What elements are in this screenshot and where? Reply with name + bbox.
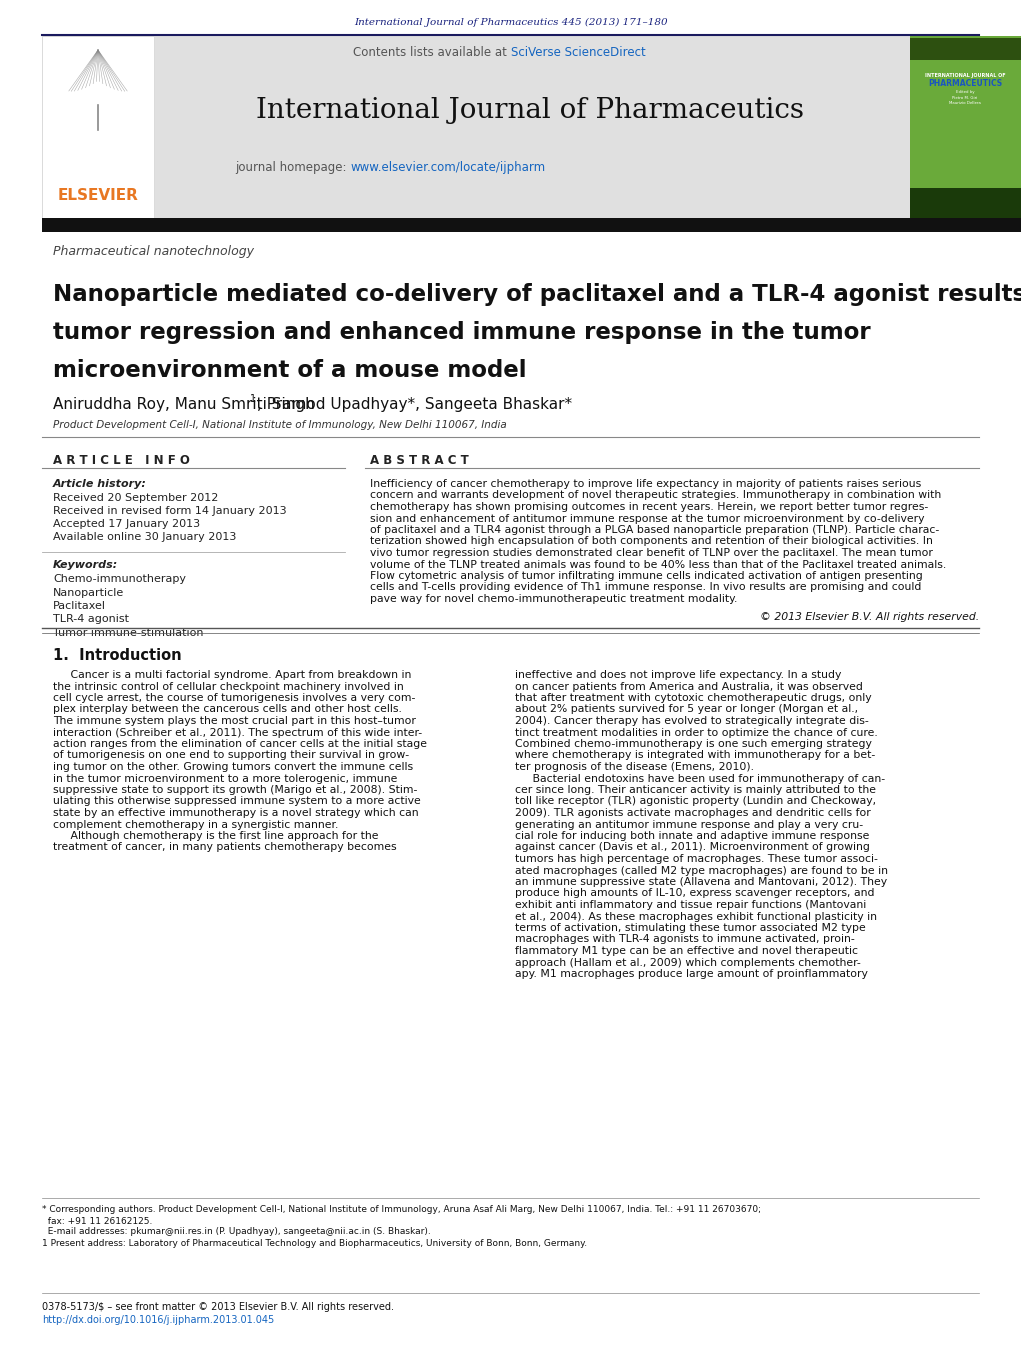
Text: macrophages with TLR-4 agonists to immune activated, proin-: macrophages with TLR-4 agonists to immun… xyxy=(515,935,855,944)
Text: Tumor immune-stimulation: Tumor immune-stimulation xyxy=(53,628,203,638)
Text: www.elsevier.com/locate/ijpharm: www.elsevier.com/locate/ijpharm xyxy=(350,162,545,174)
Text: cial role for inducing both innate and adaptive immune response: cial role for inducing both innate and a… xyxy=(515,831,869,842)
Text: tinct treatment modalities in order to optimize the chance of cure.: tinct treatment modalities in order to o… xyxy=(515,727,878,738)
Text: on cancer patients from America and Australia, it was observed: on cancer patients from America and Aust… xyxy=(515,681,863,692)
Text: et al., 2004). As these macrophages exhibit functional plasticity in: et al., 2004). As these macrophages exhi… xyxy=(515,912,877,921)
Bar xyxy=(910,38,1021,59)
Text: suppressive state to support its growth (Marigo et al., 2008). Stim-: suppressive state to support its growth … xyxy=(53,785,418,794)
Text: about 2% patients survived for 5 year or longer (Morgan et al.,: about 2% patients survived for 5 year or… xyxy=(515,704,858,715)
Text: that after treatment with cytotoxic chemotherapeutic drugs, only: that after treatment with cytotoxic chem… xyxy=(515,693,872,703)
Text: Flow cytometric analysis of tumor infiltrating immune cells indicated activation: Flow cytometric analysis of tumor infilt… xyxy=(370,571,923,581)
Text: A B S T R A C T: A B S T R A C T xyxy=(370,454,469,466)
Text: 1 Present address: Laboratory of Pharmaceutical Technology and Biopharmaceutics,: 1 Present address: Laboratory of Pharmac… xyxy=(42,1239,587,1247)
Text: cells and T-cells providing evidence of Th1 immune response. In vivo results are: cells and T-cells providing evidence of … xyxy=(370,582,921,593)
Text: A R T I C L E   I N F O: A R T I C L E I N F O xyxy=(53,454,190,466)
Text: tumor regression and enhanced immune response in the tumor: tumor regression and enhanced immune res… xyxy=(53,322,871,345)
Text: journal homepage:: journal homepage: xyxy=(235,162,350,174)
Text: 0378-5173/$ – see front matter © 2013 Elsevier B.V. All rights reserved.: 0378-5173/$ – see front matter © 2013 El… xyxy=(42,1302,394,1312)
Text: state by an effective immunotherapy is a novel strategy which can: state by an effective immunotherapy is a… xyxy=(53,808,419,817)
Text: Product Development Cell-I, National Institute of Immunology, New Delhi 110067, : Product Development Cell-I, National Ins… xyxy=(53,420,506,430)
Text: apy. M1 macrophages produce large amount of proinflammatory: apy. M1 macrophages produce large amount… xyxy=(515,969,868,979)
Text: PHARMACEUTICS: PHARMACEUTICS xyxy=(928,80,1002,89)
Text: ated macrophages (called M2 type macrophages) are found to be in: ated macrophages (called M2 type macroph… xyxy=(515,866,888,875)
Text: 1.  Introduction: 1. Introduction xyxy=(53,647,182,662)
Text: toll like receptor (TLR) agonistic property (Lundin and Checkoway,: toll like receptor (TLR) agonistic prope… xyxy=(515,797,876,807)
Text: International Journal of Pharmaceutics: International Journal of Pharmaceutics xyxy=(256,96,804,123)
Text: SciVerse ScienceDirect: SciVerse ScienceDirect xyxy=(510,46,645,58)
Text: http://dx.doi.org/10.1016/j.ijpharm.2013.01.045: http://dx.doi.org/10.1016/j.ijpharm.2013… xyxy=(42,1315,275,1325)
Text: complement chemotherapy in a synergistic manner.: complement chemotherapy in a synergistic… xyxy=(53,820,338,830)
Bar xyxy=(42,218,1021,232)
Text: terization showed high encapsulation of both components and retention of their b: terization showed high encapsulation of … xyxy=(370,536,933,547)
Text: 2004). Cancer therapy has evolved to strategically integrate dis-: 2004). Cancer therapy has evolved to str… xyxy=(515,716,869,725)
Text: cell cycle arrest, the course of tumorigenesis involves a very com-: cell cycle arrest, the course of tumorig… xyxy=(53,693,416,703)
Text: Inefficiency of cancer chemotherapy to improve life expectancy in majority of pa: Inefficiency of cancer chemotherapy to i… xyxy=(370,480,921,489)
Text: Nanoparticle mediated co-delivery of paclitaxel and a TLR-4 agonist results in: Nanoparticle mediated co-delivery of pac… xyxy=(53,282,1021,305)
Text: vivo tumor regression studies demonstrated clear benefit of TLNP over the paclit: vivo tumor regression studies demonstrat… xyxy=(370,549,933,558)
Text: sion and enhancement of antitumor immune response at the tumor microenvironment : sion and enhancement of antitumor immune… xyxy=(370,513,924,523)
Text: , Pramod Upadhyay*, Sangeeta Bhaskar*: , Pramod Upadhyay*, Sangeeta Bhaskar* xyxy=(257,397,572,412)
Text: terms of activation, stimulating these tumor associated M2 type: terms of activation, stimulating these t… xyxy=(515,923,866,934)
Text: Aniruddha Roy, Manu Smriti Singh: Aniruddha Roy, Manu Smriti Singh xyxy=(53,397,314,412)
Text: microenvironment of a mouse model: microenvironment of a mouse model xyxy=(53,359,527,382)
Text: treatment of cancer, in many patients chemotherapy becomes: treatment of cancer, in many patients ch… xyxy=(53,843,396,852)
Text: Received 20 September 2012: Received 20 September 2012 xyxy=(53,493,218,503)
Text: generating an antitumor immune response and play a very cru-: generating an antitumor immune response … xyxy=(515,820,863,830)
Text: volume of the TLNP treated animals was found to be 40% less than that of the Pac: volume of the TLNP treated animals was f… xyxy=(370,559,946,570)
Text: the intrinsic control of cellular checkpoint machinery involved in: the intrinsic control of cellular checkp… xyxy=(53,681,403,692)
Text: in the tumor microenvironment to a more tolerogenic, immune: in the tumor microenvironment to a more … xyxy=(53,774,397,784)
Text: ELSEVIER: ELSEVIER xyxy=(57,188,139,203)
Text: concern and warrants development of novel therapeutic strategies. Immunotherapy : concern and warrants development of nove… xyxy=(370,490,941,500)
Text: cer since long. Their anticancer activity is mainly attributed to the: cer since long. Their anticancer activit… xyxy=(515,785,876,794)
Text: ulating this otherwise suppressed immune system to a more active: ulating this otherwise suppressed immune… xyxy=(53,797,421,807)
Text: ter prognosis of the disease (Emens, 2010).: ter prognosis of the disease (Emens, 201… xyxy=(515,762,753,771)
Text: Pharmaceutical nanotechnology: Pharmaceutical nanotechnology xyxy=(53,246,254,258)
Text: E-mail addresses: pkumar@nii.res.in (P. Upadhyay), sangeeta@nii.ac.in (S. Bhaska: E-mail addresses: pkumar@nii.res.in (P. … xyxy=(42,1228,431,1236)
Text: 2009). TLR agonists activate macrophages and dendritic cells for: 2009). TLR agonists activate macrophages… xyxy=(515,808,871,817)
Bar xyxy=(910,188,1021,218)
Bar xyxy=(155,36,910,218)
Text: Received in revised form 14 January 2013: Received in revised form 14 January 2013 xyxy=(53,507,287,516)
Text: The immune system plays the most crucial part in this host–tumor: The immune system plays the most crucial… xyxy=(53,716,416,725)
Text: Accepted 17 January 2013: Accepted 17 January 2013 xyxy=(53,519,200,530)
Text: of paclitaxel and a TLR4 agonist through a PLGA based nanoparticle preparation (: of paclitaxel and a TLR4 agonist through… xyxy=(370,526,939,535)
Text: of tumorigenesis on one end to supporting their survival in grow-: of tumorigenesis on one end to supportin… xyxy=(53,751,409,761)
Text: Edited by
Pietro M. Giri
Maurizio Dellera: Edited by Pietro M. Giri Maurizio Deller… xyxy=(950,91,981,105)
Bar xyxy=(42,36,154,218)
Text: 1: 1 xyxy=(250,394,256,404)
Text: plex interplay between the cancerous cells and other host cells.: plex interplay between the cancerous cel… xyxy=(53,704,402,715)
Text: Chemo-immunotherapy: Chemo-immunotherapy xyxy=(53,574,186,584)
Text: Article history:: Article history: xyxy=(53,480,147,489)
Text: an immune suppressive state (Allavena and Mantovani, 2012). They: an immune suppressive state (Allavena an… xyxy=(515,877,887,888)
Text: against cancer (Davis et al., 2011). Microenvironment of growing: against cancer (Davis et al., 2011). Mic… xyxy=(515,843,870,852)
Text: © 2013 Elsevier B.V. All rights reserved.: © 2013 Elsevier B.V. All rights reserved… xyxy=(760,612,979,621)
Text: * Corresponding authors. Product Development Cell-I, National Institute of Immun: * Corresponding authors. Product Develop… xyxy=(42,1205,761,1215)
Text: ineffective and does not improve life expectancy. In a study: ineffective and does not improve life ex… xyxy=(515,670,841,680)
Text: TLR-4 agonist: TLR-4 agonist xyxy=(53,615,129,624)
Text: pave way for novel chemo-immunotherapeutic treatment modality.: pave way for novel chemo-immunotherapeut… xyxy=(370,594,737,604)
Text: exhibit anti inflammatory and tissue repair functions (Mantovani: exhibit anti inflammatory and tissue rep… xyxy=(515,900,866,911)
Text: Contents lists available at: Contents lists available at xyxy=(353,46,510,58)
Bar xyxy=(910,36,1021,218)
Text: Bacterial endotoxins have been used for immunotherapy of can-: Bacterial endotoxins have been used for … xyxy=(515,774,885,784)
Text: approach (Hallam et al., 2009) which complements chemother-: approach (Hallam et al., 2009) which com… xyxy=(515,958,861,967)
Text: Although chemotherapy is the first line approach for the: Although chemotherapy is the first line … xyxy=(53,831,379,842)
Text: flammatory M1 type can be an effective and novel therapeutic: flammatory M1 type can be an effective a… xyxy=(515,946,858,957)
Text: Combined chemo-immunotherapy is one such emerging strategy: Combined chemo-immunotherapy is one such… xyxy=(515,739,872,748)
Text: INTERNATIONAL JOURNAL OF: INTERNATIONAL JOURNAL OF xyxy=(925,73,1006,77)
Text: Nanoparticle: Nanoparticle xyxy=(53,588,125,597)
Text: produce high amounts of IL-10, express scavenger receptors, and: produce high amounts of IL-10, express s… xyxy=(515,889,875,898)
Text: Cancer is a multi factorial syndrome. Apart from breakdown in: Cancer is a multi factorial syndrome. Ap… xyxy=(53,670,411,680)
Text: ing tumor on the other. Growing tumors convert the immune cells: ing tumor on the other. Growing tumors c… xyxy=(53,762,414,771)
Text: Available online 30 January 2013: Available online 30 January 2013 xyxy=(53,532,237,542)
Text: interaction (Schreiber et al., 2011). The spectrum of this wide inter-: interaction (Schreiber et al., 2011). Th… xyxy=(53,727,422,738)
Text: tumors has high percentage of macrophages. These tumor associ-: tumors has high percentage of macrophage… xyxy=(515,854,878,865)
Text: International Journal of Pharmaceutics 445 (2013) 171–180: International Journal of Pharmaceutics 4… xyxy=(353,18,668,27)
Text: action ranges from the elimination of cancer cells at the initial stage: action ranges from the elimination of ca… xyxy=(53,739,427,748)
Text: where chemotherapy is integrated with immunotherapy for a bet-: where chemotherapy is integrated with im… xyxy=(515,751,875,761)
Text: Keywords:: Keywords: xyxy=(53,561,118,570)
Text: fax: +91 11 26162125.: fax: +91 11 26162125. xyxy=(42,1216,152,1225)
Text: chemotherapy has shown promising outcomes in recent years. Herein, we report bet: chemotherapy has shown promising outcome… xyxy=(370,503,928,512)
Text: Paclitaxel: Paclitaxel xyxy=(53,601,106,611)
